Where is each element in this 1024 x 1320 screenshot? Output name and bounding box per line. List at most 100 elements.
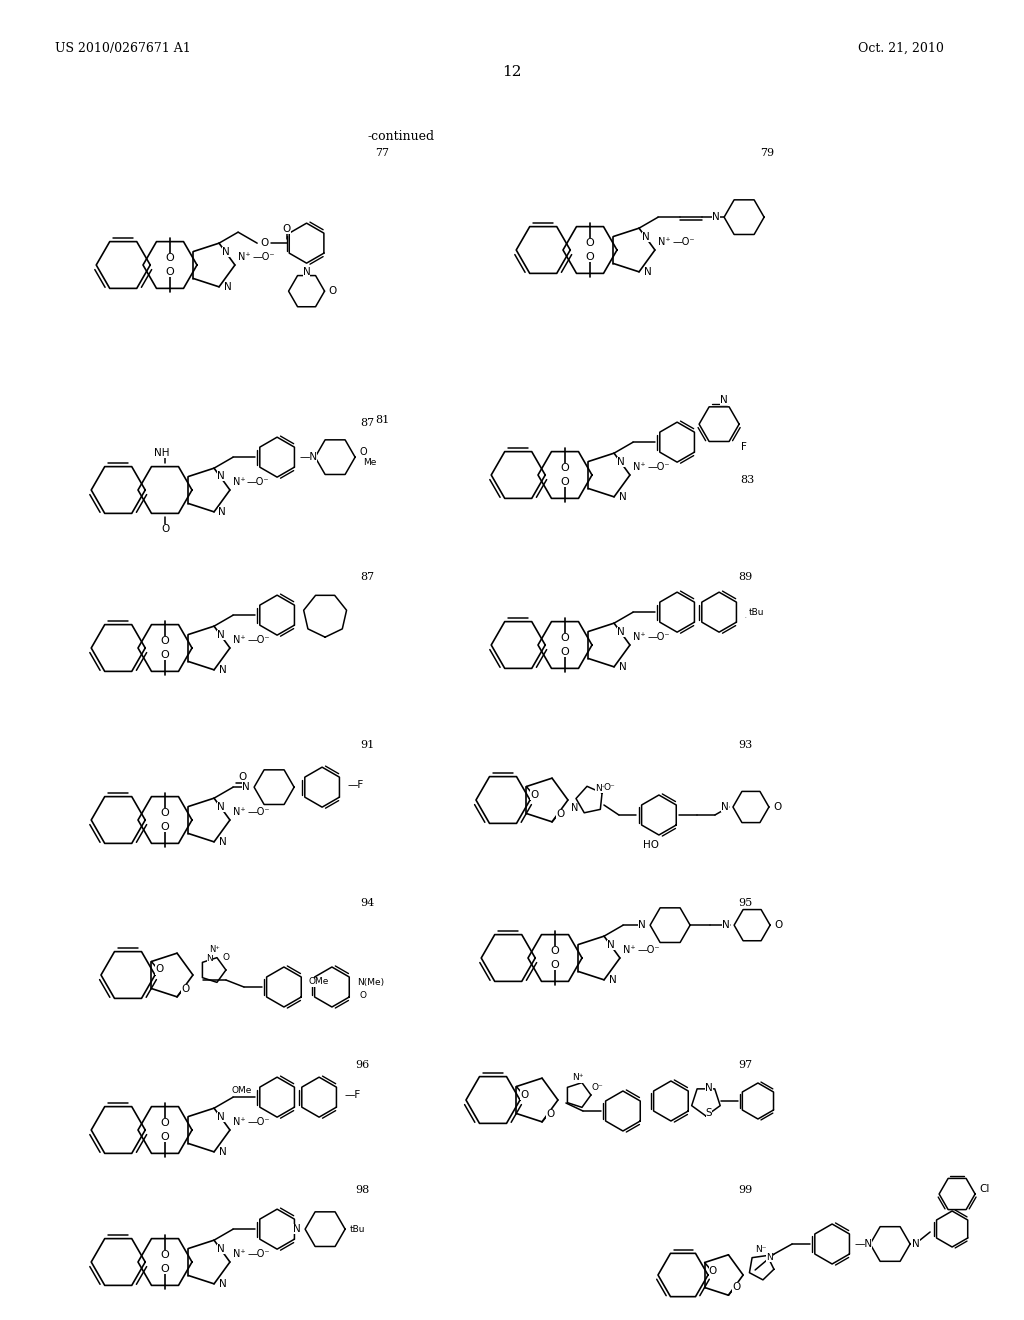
Text: N: N	[217, 471, 225, 482]
Text: —F: —F	[344, 1090, 360, 1100]
Text: N: N	[620, 661, 627, 672]
Text: N⁻: N⁻	[756, 1246, 767, 1254]
Text: N: N	[644, 267, 652, 277]
Text: N⁺: N⁺	[232, 1117, 246, 1127]
Text: .: .	[744, 614, 746, 619]
Text: O: O	[161, 1133, 169, 1142]
Text: O: O	[223, 953, 230, 962]
Text: N: N	[607, 940, 614, 950]
Text: —O⁻: —O⁻	[648, 462, 671, 473]
Text: NH: NH	[155, 447, 170, 458]
Text: Me: Me	[364, 458, 377, 467]
Text: N: N	[219, 1147, 226, 1156]
Text: N(Me): N(Me)	[357, 978, 384, 986]
Text: O: O	[166, 267, 174, 277]
Text: O: O	[181, 983, 189, 994]
Text: 79: 79	[760, 148, 774, 158]
Text: N: N	[217, 1113, 225, 1122]
Text: N: N	[222, 247, 229, 257]
Text: O: O	[238, 772, 246, 783]
Text: O: O	[359, 990, 367, 999]
Text: 95: 95	[738, 898, 753, 908]
Text: N: N	[713, 213, 720, 222]
Text: —O⁻: —O⁻	[247, 477, 269, 487]
Text: N: N	[617, 457, 625, 467]
Text: N⁺: N⁺	[633, 462, 645, 473]
Text: O: O	[551, 960, 559, 970]
Text: O: O	[161, 636, 169, 645]
Text: N: N	[217, 630, 225, 640]
Text: N⁺: N⁺	[210, 945, 220, 954]
Text: N: N	[219, 837, 226, 847]
Text: N: N	[217, 803, 225, 812]
Text: —O⁻: —O⁻	[248, 635, 270, 645]
Text: —O⁻: —O⁻	[248, 1117, 270, 1127]
Text: O⁻: O⁻	[604, 784, 615, 792]
Text: O⁻: O⁻	[592, 1082, 604, 1092]
Text: O: O	[709, 1266, 717, 1275]
Text: N: N	[642, 232, 650, 242]
Text: —F: —F	[347, 780, 364, 791]
Text: O: O	[530, 789, 539, 800]
Text: N⁺: N⁺	[658, 238, 671, 247]
Text: N: N	[722, 920, 730, 931]
Text: 99: 99	[738, 1185, 753, 1195]
Text: O: O	[551, 946, 559, 956]
Text: O: O	[560, 647, 569, 657]
Text: F: F	[741, 442, 748, 453]
Text: N: N	[571, 803, 579, 813]
Text: O: O	[586, 252, 594, 261]
Text: N⁺: N⁺	[572, 1073, 584, 1082]
Text: N: N	[243, 783, 250, 792]
Text: 91: 91	[360, 741, 374, 750]
Text: O: O	[560, 634, 569, 643]
Text: tBu: tBu	[750, 607, 765, 616]
Text: N: N	[766, 1253, 773, 1262]
Text: N⁺: N⁺	[232, 1249, 246, 1259]
Text: N: N	[720, 395, 728, 405]
Text: N: N	[224, 282, 231, 292]
Text: N: N	[219, 665, 226, 675]
Text: N: N	[617, 627, 625, 638]
Text: HO: HO	[643, 840, 658, 850]
Text: 87: 87	[360, 572, 374, 582]
Text: O: O	[556, 809, 564, 818]
Text: tBu: tBu	[350, 1225, 366, 1234]
Text: O: O	[329, 286, 337, 296]
Text: 12: 12	[502, 65, 522, 79]
Text: O: O	[732, 1282, 740, 1292]
Text: —N: —N	[854, 1239, 872, 1249]
Text: —O⁻: —O⁻	[248, 807, 270, 817]
Text: N: N	[638, 920, 646, 931]
Text: N⁺: N⁺	[232, 477, 246, 487]
Text: O: O	[161, 822, 169, 832]
Text: O: O	[161, 524, 169, 535]
Text: O: O	[773, 803, 781, 812]
Text: —O⁻: —O⁻	[248, 1249, 270, 1259]
Text: —N: —N	[299, 453, 317, 462]
Text: N: N	[218, 507, 226, 517]
Text: O: O	[520, 1089, 528, 1100]
Text: O: O	[560, 477, 569, 487]
Text: O: O	[359, 447, 367, 457]
Text: O: O	[546, 1109, 554, 1119]
Text: 98: 98	[355, 1185, 370, 1195]
Text: —O⁻: —O⁻	[253, 252, 275, 261]
Text: O: O	[774, 920, 782, 931]
Text: 89: 89	[738, 572, 753, 582]
Text: US 2010/0267671 A1: US 2010/0267671 A1	[55, 42, 190, 55]
Text: O: O	[560, 463, 569, 473]
Text: O: O	[161, 649, 169, 660]
Text: O: O	[161, 1265, 169, 1274]
Text: N: N	[721, 803, 729, 812]
Text: 77: 77	[375, 148, 389, 158]
Text: N⁺: N⁺	[633, 632, 645, 642]
Text: N⁺: N⁺	[232, 635, 246, 645]
Text: OMe: OMe	[231, 1085, 252, 1094]
Text: -continued: -continued	[367, 129, 434, 143]
Text: O: O	[161, 808, 169, 818]
Text: 97: 97	[738, 1060, 752, 1071]
Text: O: O	[156, 965, 164, 974]
Text: N: N	[207, 954, 213, 964]
Text: OMe: OMe	[309, 978, 330, 986]
